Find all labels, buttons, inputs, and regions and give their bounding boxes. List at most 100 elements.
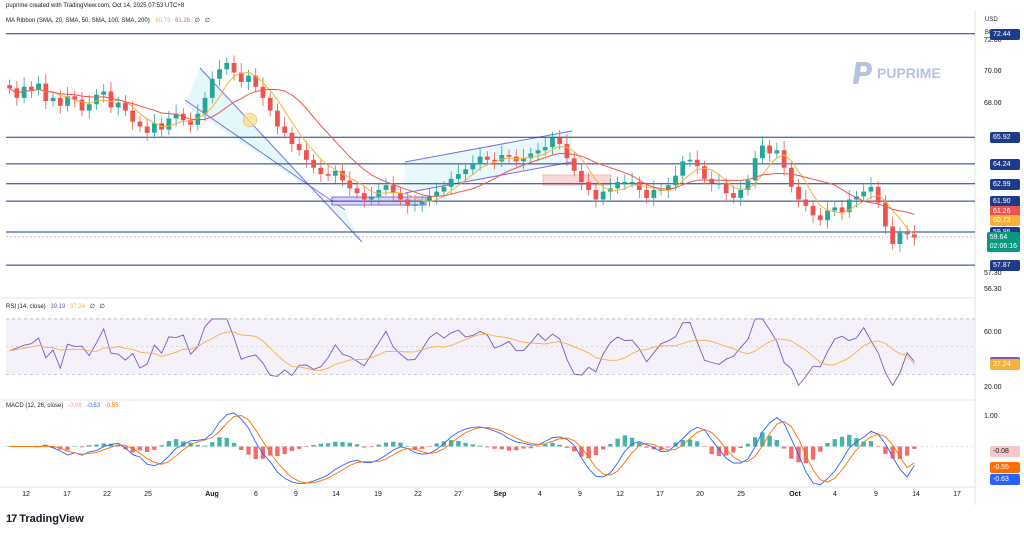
macd-histogram-bar [253,446,258,460]
macd-histogram-bar [745,443,751,447]
candle-body [282,126,288,133]
rsi-tick-label: 60.00 [984,328,1002,336]
date-tick-label: 25 [144,491,152,498]
macd-histogram-bar [593,446,599,456]
macd-histogram-bar [347,442,352,447]
rsi-ma-line [9,331,915,371]
macd-histogram-bar [854,438,859,447]
rsi-legend[interactable]: RSI (14, close) 39.19 37.24 ∅ ∅ [6,303,108,310]
rsi-value: 39.19 [50,304,66,310]
candle-body [448,178,454,187]
macd-histogram-bar [101,443,106,447]
candle-body [615,182,621,189]
macd-histogram-bar [87,445,92,447]
candle-body [846,199,852,213]
price-tick-label: 70.00 [984,68,1002,76]
candle-body [890,226,896,244]
macd-histogram-bar [781,446,787,449]
puprime-watermark: PUPRIME [851,60,941,86]
macd-histogram-bar [557,444,562,447]
candle-body [644,189,649,198]
macd-histogram-bar [275,446,280,457]
macd-histogram-bar [362,446,367,448]
macd-histogram-bar [130,446,135,453]
candle-body [202,97,208,114]
macd-histogram-bar [391,441,396,447]
candle-body [209,78,215,98]
macd-histogram-bar [600,446,606,450]
candle-body [246,75,251,82]
candle-body [651,189,657,198]
date-tick-label: 4 [833,491,837,498]
ascending-channel-line [404,161,573,194]
macd-histogram-bar [528,446,533,449]
date-tick-label: 27 [454,491,462,498]
macd-histogram-bar [615,438,620,447]
macd-name: MACD (12, 26, close) [6,403,64,409]
candle-body [260,86,266,98]
macd-histogram-bar [195,444,200,447]
candle-body [745,180,751,190]
date-tick-label: 22 [414,491,422,498]
ascending-channel-line [404,130,573,163]
macd-histogram-bar [760,432,765,447]
date-tick-label: 12 [616,491,624,498]
macd-histogram-bar [810,446,816,460]
candle-body [383,185,389,190]
macd-histogram-bar [868,441,874,447]
macd-histogram-bar [709,446,714,455]
candle-body [875,186,881,203]
candle-body [173,113,179,119]
candle-body [57,97,63,106]
macd-histogram-bar [666,446,671,448]
macd-histogram-bar [847,434,852,447]
candle-body [340,170,345,181]
candle-body [796,186,801,200]
candle-body [325,174,331,176]
rsi-ma-value: 37.24 [70,304,86,310]
ma200-value: ∅ [204,18,210,24]
macd-line [9,412,915,486]
candle-body [347,180,353,189]
macd-histogram-bar [420,446,425,449]
candle-body [7,85,13,89]
macd-histogram-bar [311,444,316,447]
candle-body [50,97,56,102]
macd-legend[interactable]: MACD (12, 26, close) -0.08 -0.63 -0.55 [6,403,121,409]
candle-body [499,155,505,162]
rsi-extra-1: ∅ [89,304,95,310]
ma50-value: 61.26 [175,18,191,24]
date-tick-label: 4 [538,491,542,498]
puprime-logo-icon [853,62,872,84]
date-tick-label: 22 [103,491,111,498]
candle-body [101,91,107,95]
macd-histogram-bar [268,446,273,456]
macd-signal-line [9,415,915,484]
candle-body [405,199,411,206]
current-price-tag: 59.64 02:06:16 [986,231,1020,252]
candle-body [65,96,70,106]
tradingview-logo[interactable]: 17 TradingView [6,513,84,525]
macd-histogram-bar [304,446,309,447]
macd-histogram-bar [383,442,389,447]
price-tick-label: 72.00 [984,36,1002,44]
macd-histogram-bar [622,435,628,447]
macd-histogram-bar [116,444,121,447]
rsi-tag: 37.24 [990,359,1020,371]
candle-body [586,182,592,190]
candle-body [579,170,584,183]
macd-tick-label: 1.00 [984,412,998,420]
candle-body [318,167,324,175]
macd-histogram-bar [246,446,251,455]
candle-body [673,175,678,186]
ma-ribbon-label[interactable]: MA Ribbon (SMA, 20, SMA, 50, SMA, 100, S… [6,17,210,24]
macd-histogram-bar [695,441,700,447]
candle-body [289,132,295,144]
macd-histogram-bar [412,446,418,450]
macd-histogram-bar [608,443,613,447]
macd-histogram-bar [543,444,548,447]
candle-body [550,137,555,148]
candle-body [680,161,686,176]
macd-histogram-bar [521,446,526,449]
